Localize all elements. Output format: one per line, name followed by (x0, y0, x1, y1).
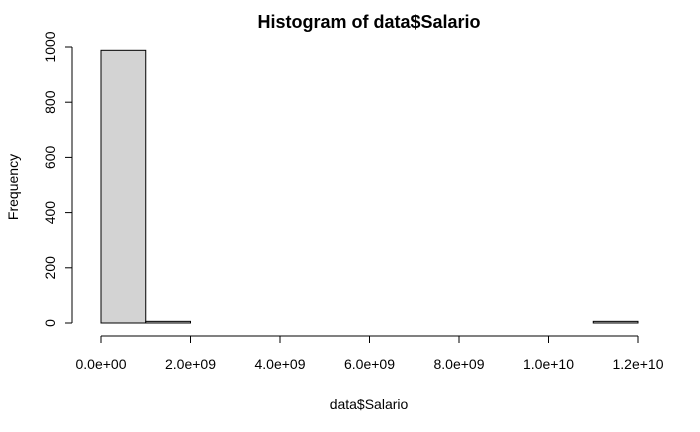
y-tick-label: 400 (42, 201, 58, 225)
x-tick-label: 2.0e+09 (165, 356, 216, 372)
y-tick-label: 600 (42, 146, 58, 170)
x-tick-label: 6.0e+09 (344, 356, 395, 372)
x-tick-label: 1.2e+10 (613, 356, 664, 372)
y-axis-label: Frequency (5, 154, 21, 220)
x-tick-label: 4.0e+09 (255, 356, 306, 372)
y-tick-label: 200 (42, 256, 58, 280)
x-axis: 0.0e+00 2.0e+09 4.0e+09 6.0e+09 8.0e+09 1.0e+… (76, 335, 664, 372)
histogram-bar (145, 320, 191, 324)
y-axis: 0 200 400 600 800 1000 (42, 31, 73, 327)
x-tick-label: 8.0e+09 (434, 356, 485, 372)
x-tick-label: 1.0e+10 (523, 356, 574, 372)
bars-group (100, 49, 639, 324)
chart-title: Histogram of data$Salario (257, 12, 480, 32)
y-tick-label: 0 (42, 319, 58, 327)
histogram-bar (592, 320, 639, 324)
x-tick-label: 0.0e+00 (76, 356, 127, 372)
y-tick-label: 800 (42, 90, 58, 114)
x-axis-label: data$Salario (330, 396, 409, 412)
histogram-bar (100, 49, 147, 324)
y-tick-label: 1000 (42, 31, 58, 62)
